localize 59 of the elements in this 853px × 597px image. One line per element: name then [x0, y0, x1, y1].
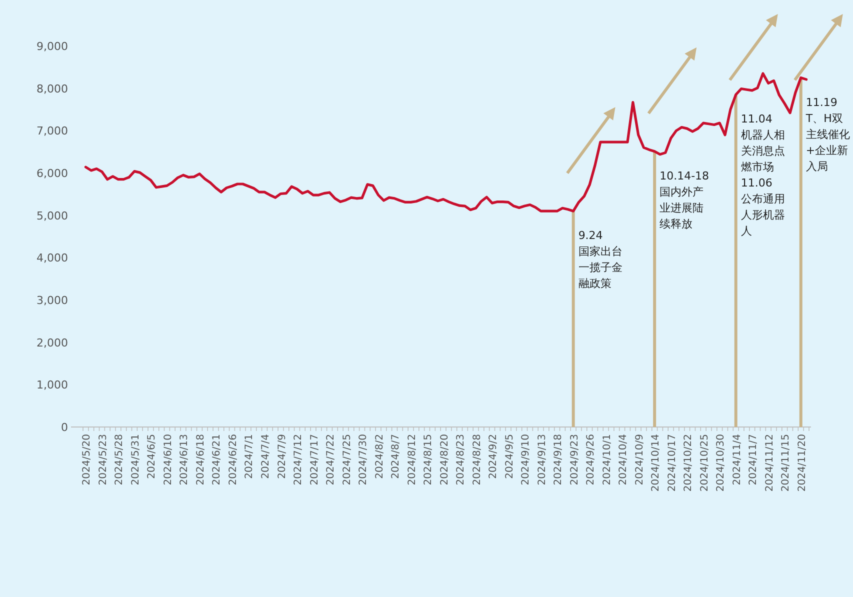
y-tick-label: 0 — [61, 421, 68, 434]
y-tick-label: 9,000 — [36, 40, 68, 53]
y-tick-label: 7,000 — [36, 124, 68, 138]
x-tick-label: 2024/11/4 — [732, 434, 743, 486]
y-tick-label: 5,000 — [36, 209, 68, 222]
x-tick-label: 2024/9/10 — [520, 434, 532, 486]
x-tick-label: 2024/6/13 — [179, 434, 190, 486]
x-tick-label: 2024/8/7 — [390, 434, 402, 479]
x-tick-label: 2024/10/30 — [716, 434, 727, 492]
x-tick-label: 2024/7/4 — [260, 434, 272, 479]
x-tick-label: 2024/5/23 — [98, 434, 109, 486]
y-tick-label: 4,000 — [36, 252, 68, 265]
x-tick-label: 2024/7/9 — [276, 434, 288, 479]
x-tick-label: 2024/6/10 — [162, 434, 174, 486]
x-tick-label: 2024/7/1 — [244, 434, 256, 479]
x-tick-label: 2024/9/13 — [536, 434, 548, 486]
x-tick-label: 2024/6/21 — [212, 434, 223, 486]
y-tick-label: 1,000 — [36, 378, 68, 392]
x-tick-label: 2024/8/23 — [456, 434, 467, 486]
x-tick-label: 2024/10/17 — [666, 434, 678, 492]
x-tick-label: 2024/6/5 — [146, 434, 158, 479]
x-tick-label: 2024/7/30 — [358, 434, 370, 486]
y-tick-label: 3,000 — [36, 294, 68, 307]
x-tick-label: 2024/10/22 — [683, 434, 694, 492]
x-tick-label: 2024/7/12 — [293, 434, 304, 486]
annotation: 9.24 国家出台一揽子金融政策 — [578, 229, 622, 290]
x-tick-label: 2024/9/23 — [569, 434, 580, 486]
x-tick-label: 2024/9/2 — [488, 434, 500, 479]
x-tick-label: 2024/11/15 — [780, 434, 792, 492]
annotation: 11.04 机器人相关消息点燃市场 11.06 公布通用人形机器人 — [740, 112, 785, 238]
x-tick-label: 2024/8/15 — [423, 434, 434, 486]
x-tick-label: 2024/6/18 — [195, 434, 206, 486]
x-tick-label: 2024/10/25 — [699, 434, 710, 492]
x-tick-label: 2024/10/1 — [602, 434, 613, 486]
x-tick-label: 2024/10/9 — [634, 434, 646, 486]
y-tick-label: 8,000 — [36, 82, 68, 96]
x-tick-label: 2024/8/2 — [374, 434, 386, 479]
x-tick-label: 2024/9/18 — [553, 434, 564, 486]
annotation: 10.14-18 国内外产业进展陆续释放 — [660, 169, 710, 230]
x-tick-label: 2024/11/7 — [748, 434, 760, 486]
x-tick-label: 2024/7/25 — [342, 434, 353, 486]
x-tick-label: 2024/6/26 — [228, 434, 239, 486]
x-tick-label: 2024/7/17 — [309, 434, 320, 486]
x-tick-label: 2024/8/20 — [439, 434, 450, 486]
x-tick-label: 2024/9/26 — [586, 434, 597, 486]
x-tick-label: 2024/10/14 — [650, 434, 662, 492]
x-tick-label: 2024/5/28 — [114, 434, 126, 486]
y-tick-label: 6,000 — [36, 167, 68, 180]
x-tick-label: 2024/11/20 — [796, 434, 808, 492]
x-tick-label: 2024/5/31 — [130, 434, 142, 486]
x-tick-label: 2024/8/12 — [406, 434, 418, 486]
x-tick-label: 2024/9/5 — [504, 434, 516, 479]
y-tick-label: 2,000 — [36, 336, 68, 350]
annotation: 11.19 T、H双主线催化+企业新入局 — [804, 96, 850, 173]
x-tick-label: 2024/11/12 — [764, 434, 776, 492]
x-tick-label: 2024/10/4 — [618, 434, 630, 486]
x-tick-label: 2024/7/22 — [326, 434, 337, 486]
x-tick-label: 2024/5/20 — [82, 434, 93, 486]
x-tick-label: 2024/8/28 — [472, 434, 483, 486]
